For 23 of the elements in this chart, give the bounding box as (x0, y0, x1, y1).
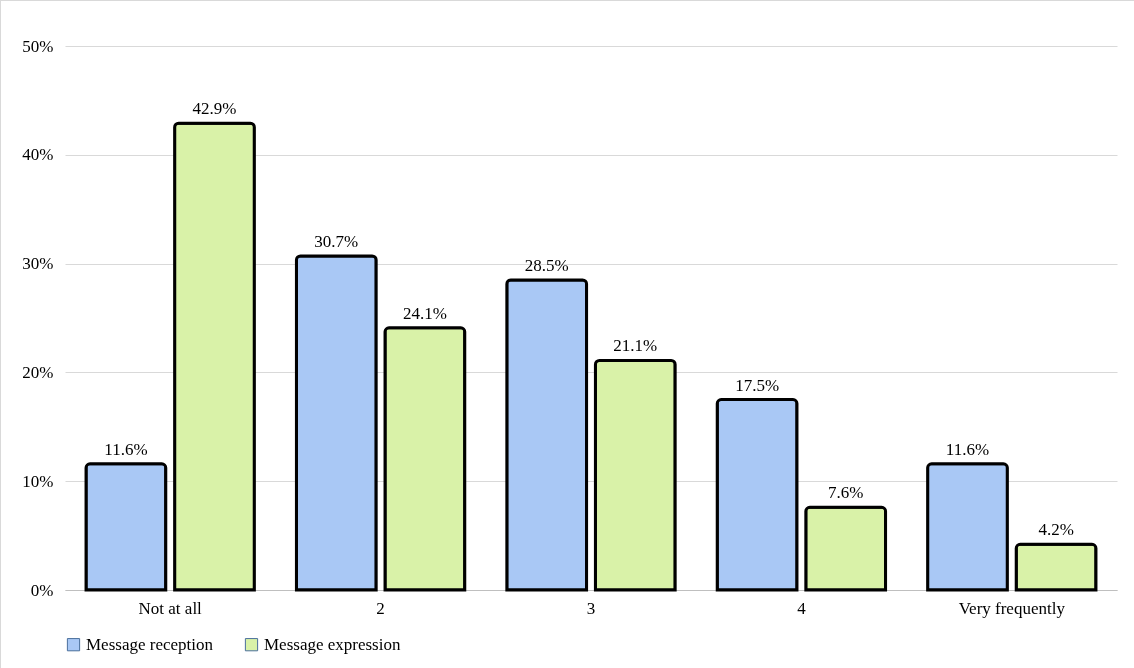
legend-label: Message reception (86, 634, 214, 654)
data-label: 24.1% (402, 303, 447, 323)
data-label: 21.1% (613, 336, 658, 356)
y-tick-label: 30% (22, 254, 54, 274)
y-tick-label: 40% (22, 145, 54, 165)
data-label: 11.6% (945, 439, 990, 459)
x-tick-label: Very frequently (958, 598, 1066, 618)
x-tick-label: Not at all (138, 598, 203, 618)
data-label: 17.5% (735, 375, 780, 395)
y-tick-label: 10% (22, 471, 54, 491)
data-label: 30.7% (314, 231, 359, 251)
data-label: 42.9% (192, 99, 237, 119)
legend-label: Message expression (264, 634, 401, 654)
y-tick-label: 50% (22, 36, 54, 56)
data-label: 7.6% (827, 483, 864, 503)
data-label: 4.2% (1038, 520, 1074, 540)
x-tick-label: 3 (586, 598, 596, 618)
x-tick-label: 4 (797, 598, 807, 618)
data-label: 11.6% (104, 439, 148, 459)
y-tick-label: 0% (30, 580, 54, 600)
data-label: 28.5% (524, 255, 569, 275)
y-tick-label: 20% (22, 362, 54, 382)
x-tick-label: 2 (376, 598, 385, 618)
